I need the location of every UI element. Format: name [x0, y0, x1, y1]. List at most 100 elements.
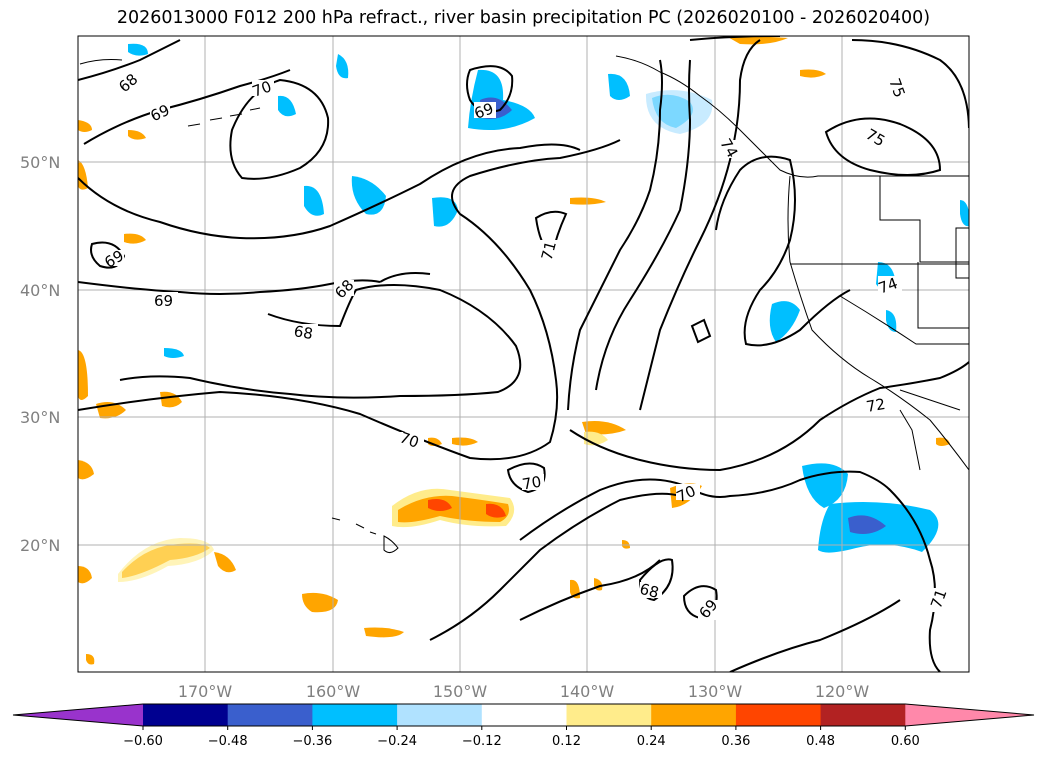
shade-pos-patch	[570, 197, 606, 205]
graticule	[78, 36, 969, 672]
shade-neg-patch	[336, 54, 349, 79]
contour-label: 75	[885, 76, 908, 100]
colorbar-extend-low	[13, 704, 143, 726]
shade-pos-patch	[78, 566, 92, 584]
colorbar-tick-label: 0.36	[721, 734, 750, 749]
shade-pos-patch	[214, 552, 236, 573]
contour-label: 69	[472, 99, 496, 122]
shade-pos-patch	[582, 421, 626, 435]
contour-71-south	[519, 470, 941, 672]
shade-pos-patch	[118, 538, 214, 582]
shade-pos-patch	[128, 130, 146, 140]
contour-75-ne	[851, 39, 969, 129]
colorbar-segment	[651, 704, 737, 726]
lon-label: 160°W	[306, 682, 361, 701]
shade-pos-patch	[622, 540, 630, 549]
contour-label: 69	[154, 292, 173, 310]
contour-69-loop	[90, 241, 126, 269]
colorbar-tick-label: −0.48	[208, 734, 248, 749]
colorbar: −0.60 −0.48 −0.36 −0.24 −0.12 0.12 0.24 0.36 0.4…	[12, 703, 1035, 749]
contour-71-inner	[595, 59, 692, 391]
contour-72-loop	[569, 361, 969, 472]
contour-label: 74	[876, 274, 900, 297]
shade-neg-patch	[608, 73, 630, 100]
shade-neg-patch	[886, 310, 897, 332]
colorbar-tick-label: −0.36	[292, 734, 332, 749]
contour-70-southern	[78, 139, 621, 461]
contour-label: 70	[397, 428, 421, 451]
lon-label: 130°W	[688, 682, 743, 701]
contour-70-southeast	[429, 492, 681, 641]
contour-68-mid	[119, 284, 522, 399]
shade-pos-patch	[124, 233, 146, 244]
shade-pos-patch	[302, 592, 338, 613]
shade-pos-patch	[78, 460, 94, 480]
contour-72-east	[639, 39, 761, 411]
shade-pos-core	[486, 503, 506, 518]
contour-far-south	[729, 599, 901, 672]
contour-label: 68	[292, 322, 314, 343]
contour-label: 71	[538, 239, 560, 262]
colorbar-segment	[227, 704, 313, 726]
shade-pos-patch	[800, 69, 826, 78]
colorbar-segment	[820, 704, 906, 726]
shade-pos-core	[428, 499, 452, 511]
shade-pos-patch	[78, 160, 88, 190]
contour-68-loop-w	[466, 65, 514, 113]
contour-label: 70	[250, 77, 274, 100]
lon-label: 140°W	[560, 682, 615, 701]
shade-pos-patch	[78, 350, 88, 400]
shade-pos-patch	[78, 120, 92, 132]
colorbar-segment	[143, 704, 229, 726]
contour-label: 68	[115, 70, 141, 96]
latitude-labels: 50°N 40°N 30°N 20°N	[20, 153, 60, 555]
colorbar-segment	[481, 704, 567, 726]
colorbar-segment	[312, 704, 398, 726]
precip-shading	[78, 36, 969, 665]
lon-label: 120°W	[815, 682, 870, 701]
colorbar-segment	[735, 704, 822, 726]
shade-neg-patch	[128, 43, 148, 56]
colorbar-tick-label: −0.24	[377, 734, 417, 749]
shade-pos-patch	[726, 36, 788, 45]
coastlines	[79, 55, 969, 554]
refractivity-contours	[78, 36, 969, 672]
contour-label: 72	[865, 395, 887, 416]
shade-neg-patch	[304, 185, 324, 216]
colorbar-segment	[397, 704, 483, 726]
contour-label: 71	[927, 587, 950, 611]
shade-neg-patch	[769, 301, 800, 342]
colorbar-tick-label: 0.12	[552, 734, 581, 749]
contour-69-north	[83, 69, 291, 145]
contour-71-mid	[567, 59, 663, 411]
colorbar-tick-label: −0.12	[462, 734, 502, 749]
colorbar-tick-label: −0.60	[123, 734, 163, 749]
shade-neg-patch	[432, 197, 458, 227]
contour-label: 68	[638, 580, 661, 602]
lat-label: 20°N	[20, 536, 60, 555]
colorbar-extend-high	[905, 704, 1034, 726]
lon-label: 150°W	[433, 682, 488, 701]
shade-pos-patch	[160, 391, 182, 408]
shade-pos-patch	[398, 495, 509, 523]
contour-74-coast	[715, 155, 851, 347]
shade-neg-patch	[802, 463, 848, 508]
shade-neg-patch	[645, 90, 713, 134]
contour-70-north	[229, 78, 330, 180]
shade-neg-core	[848, 515, 886, 534]
contour-75-north	[824, 117, 942, 176]
longitude-labels: 170°W 160°W 150°W 140°W 130°W 120°W	[178, 682, 870, 701]
lat-label: 30°N	[20, 408, 60, 427]
map-plot-area: 68 69 70 68 69 69 69 68 68 70 70 71 70	[78, 36, 969, 672]
contour-se-lower	[519, 559, 661, 621]
shade-neg-patch	[278, 95, 296, 117]
shade-neg-patch	[960, 200, 969, 227]
map-title: 2026013000 F012 200 hPa refract., river …	[116, 8, 931, 28]
contour-70-west	[78, 143, 581, 240]
colorbar-tick-label: 0.60	[891, 734, 920, 749]
contour-label: 70	[521, 473, 543, 494]
contour-labels: 68 69 70 68 69 69 69 68 68 70 70 71 70	[101, 70, 950, 622]
contour-68-north	[78, 39, 181, 81]
contour-sw-hump	[379, 272, 431, 283]
lat-label: 40°N	[20, 281, 60, 300]
